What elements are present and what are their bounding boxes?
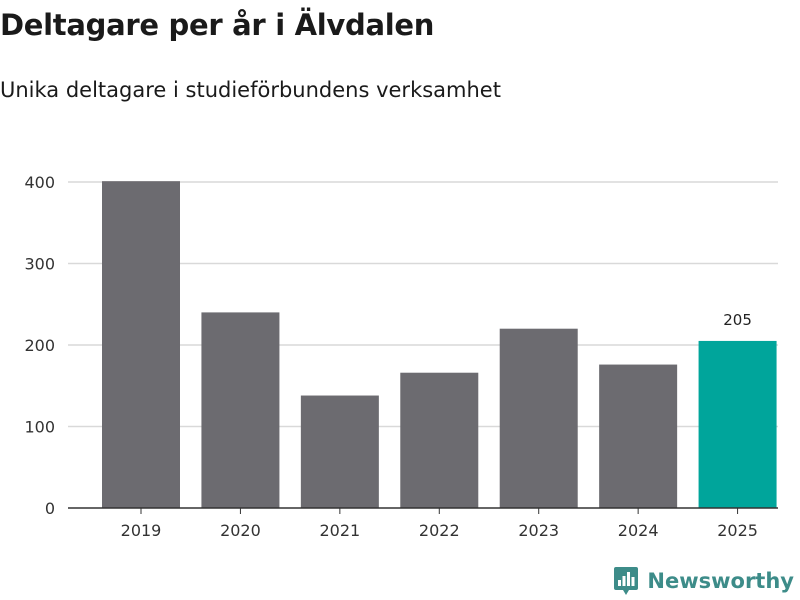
y-tick-label: 200 <box>24 336 55 355</box>
bar-2022 <box>400 372 479 508</box>
bar-2020 <box>201 312 280 508</box>
axes <box>68 507 778 514</box>
bar-2021 <box>300 395 379 508</box>
x-tick-label: 2025 <box>717 521 758 540</box>
y-tick-label: 0 <box>45 499 55 518</box>
bar-2023 <box>499 328 578 508</box>
x-tick-label: 2024 <box>618 521 659 540</box>
y-tick-label: 300 <box>24 255 55 274</box>
x-tick-label: 2021 <box>319 521 360 540</box>
x-tick-label: 2019 <box>121 521 162 540</box>
bar-2019 <box>102 181 180 508</box>
y-tick-label: 400 <box>24 173 55 192</box>
x-tick-label: 2023 <box>518 521 559 540</box>
bar-2024 <box>599 364 678 508</box>
newsworthy-brand: Newsworthy <box>613 566 794 596</box>
bar-2025 <box>698 340 777 508</box>
brand-name: Newsworthy <box>647 569 794 593</box>
x-tick-label: 2020 <box>220 521 261 540</box>
y-tick-label: 100 <box>24 418 55 437</box>
chart-subtitle: Unika deltagare i studieförbundens verks… <box>0 78 501 102</box>
bars <box>102 181 777 508</box>
newsworthy-logo-icon <box>614 567 639 595</box>
labels: 0 100 200 300 400 2019 2020 2021 2022 2023 2024 202… <box>24 173 757 540</box>
x-tick-label: 2022 <box>419 521 460 540</box>
data-label: 205 <box>723 311 752 329</box>
chart-title: Deltagare per år i Älvdalen <box>0 8 435 42</box>
